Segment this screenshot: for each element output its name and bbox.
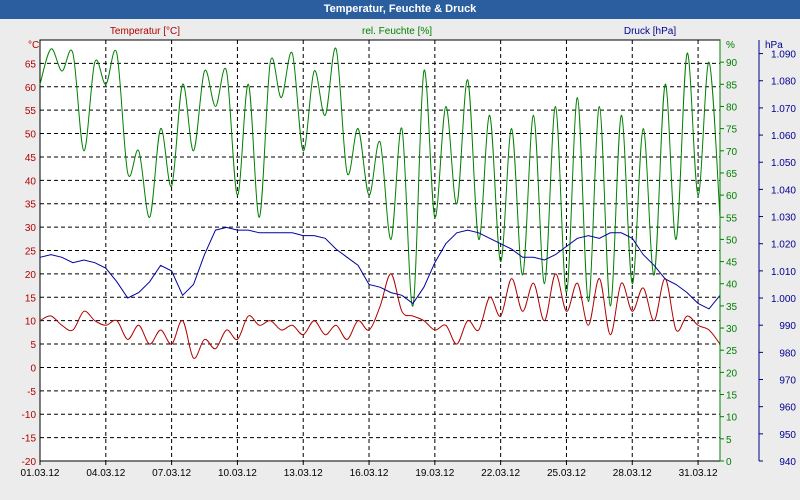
temperature-tick-label: 65	[25, 59, 37, 70]
x-tick-label: 22.03.12	[481, 468, 520, 479]
humidity-tick-label: 55	[726, 213, 738, 224]
window-title: Temperatur, Feuchte & Druck	[0, 0, 800, 19]
humidity-tick-label: 0	[726, 457, 732, 468]
series-line-pressure	[39, 226, 721, 310]
pressure-tick-label: 1.010	[771, 267, 796, 278]
x-tick-label: 04.03.12	[86, 468, 125, 479]
humidity-tick-label: 35	[726, 302, 738, 313]
temperature-tick-label: 0	[30, 363, 36, 374]
pressure-tick-label: 970	[779, 376, 796, 387]
humidity-tick-label: 40	[726, 280, 738, 291]
axes: 65605550454035302520151050-5-10-15-20908…	[21, 40, 796, 479]
pressure-tick-label: 1.090	[771, 50, 796, 61]
x-tick-label: 19.03.12	[415, 468, 454, 479]
pressure-tick-label: 1.070	[771, 104, 796, 115]
x-tick-label: 07.03.12	[152, 468, 191, 479]
humidity-tick-label: 45	[726, 258, 738, 269]
x-tick-label: 16.03.12	[350, 468, 389, 479]
pressure-tick-label: 1.080	[771, 77, 796, 88]
temperature-tick-label: 25	[25, 247, 37, 258]
pressure-tick-label: 990	[779, 321, 796, 332]
pressure-tick-label: 950	[779, 430, 796, 441]
pressure-tick-label: 960	[779, 403, 796, 414]
pressure-unit: hPa	[765, 40, 783, 51]
temperature-tick-label: 5	[30, 340, 36, 351]
humidity-tick-label: 60	[726, 191, 738, 202]
humidity-tick-label: 50	[726, 235, 738, 246]
temperature-tick-label: -20	[22, 457, 37, 468]
x-tick-label: 13.03.12	[284, 468, 323, 479]
series-line-temperature	[39, 273, 721, 359]
temperature-tick-label: -10	[22, 410, 37, 421]
humidity-tick-label: 65	[726, 169, 738, 180]
pressure-tick-label: 1.060	[771, 131, 796, 142]
temperature-tick-label: 15	[25, 293, 37, 304]
temperature-unit: °C	[28, 40, 39, 51]
humidity-tick-label: 70	[726, 147, 738, 158]
pressure-axis-title: Druck [hPa]	[624, 26, 676, 37]
temperature-tick-label: 35	[25, 200, 37, 211]
temperature-tick-label: 50	[25, 130, 37, 141]
x-tick-label: 28.03.12	[613, 468, 652, 479]
pressure-tick-label: 940	[779, 457, 796, 468]
pressure-tick-label: 980	[779, 348, 796, 359]
grid	[40, 40, 720, 462]
temperature-tick-label: 30	[25, 223, 37, 234]
pressure-tick-label: 1.050	[771, 158, 796, 169]
humidity-tick-label: 75	[726, 125, 738, 136]
x-tick-label: 10.03.12	[218, 468, 257, 479]
pressure-tick-label: 1.040	[771, 185, 796, 196]
pressure-tick-label: 1.030	[771, 213, 796, 224]
temperature-tick-label: 60	[25, 83, 37, 94]
series-line-humidity	[39, 47, 721, 307]
humidity-unit: %	[726, 40, 735, 51]
humidity-tick-label: 25	[726, 346, 738, 357]
temperature-axis-title: Temperatur [°C]	[110, 26, 180, 37]
temperature-tick-label: 55	[25, 106, 37, 117]
temperature-tick-label: 40	[25, 176, 37, 187]
humidity-tick-label: 80	[726, 102, 738, 113]
humidity-tick-label: 10	[726, 413, 738, 424]
temperature-tick-label: 45	[25, 153, 37, 164]
humidity-tick-label: 5	[726, 435, 732, 446]
temperature-tick-label: -15	[22, 434, 37, 445]
temperature-tick-label: 10	[25, 317, 37, 328]
humidity-tick-label: 15	[726, 391, 738, 402]
temperature-tick-label: -5	[27, 387, 36, 398]
series-layer	[39, 47, 721, 359]
x-tick-label: 25.03.12	[547, 468, 586, 479]
temperature-tick-label: 20	[25, 270, 37, 281]
x-tick-label: 31.03.12	[679, 468, 718, 479]
humidity-tick-label: 20	[726, 368, 738, 379]
humidity-tick-label: 30	[726, 324, 738, 335]
x-tick-label: 01.03.12	[21, 468, 60, 479]
humidity-tick-label: 90	[726, 58, 738, 69]
pressure-tick-label: 1.020	[771, 240, 796, 251]
humidity-axis-title: rel. Feuchte [%]	[362, 26, 432, 37]
humidity-tick-label: 85	[726, 80, 738, 91]
pressure-tick-label: 1.000	[771, 294, 796, 305]
